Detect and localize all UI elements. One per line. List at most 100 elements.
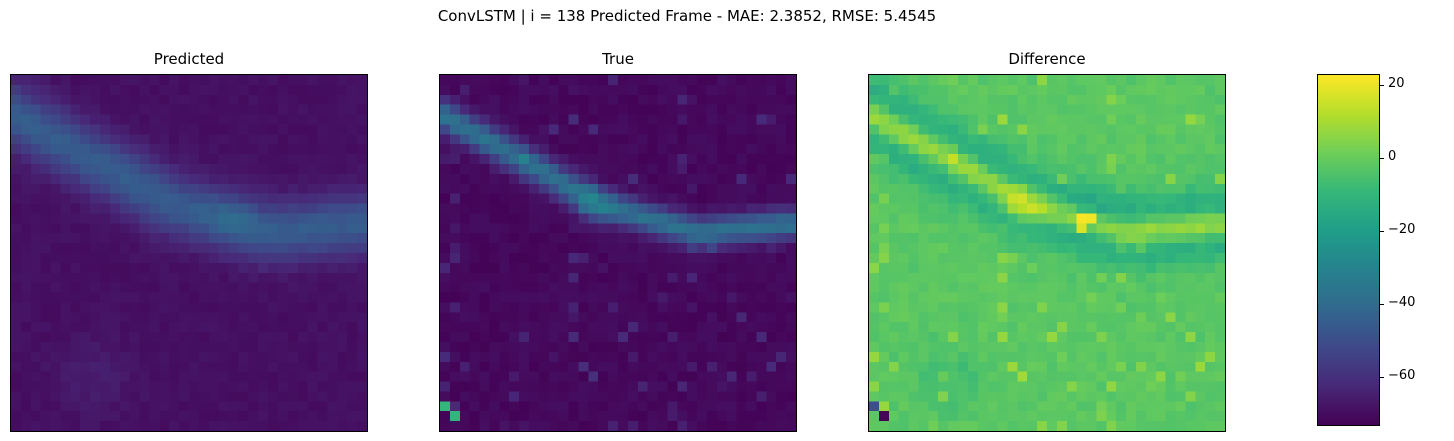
true-cell (756, 164, 767, 175)
true-cell (538, 272, 549, 283)
predicted-cell (248, 164, 259, 175)
true-cell (736, 342, 747, 353)
true-cell (479, 282, 490, 293)
difference-cell (878, 391, 889, 402)
predicted-cell (337, 371, 348, 382)
true-cell (479, 371, 490, 382)
true-cell (618, 104, 629, 115)
predicted-cell (100, 342, 111, 353)
predicted-cell (317, 342, 328, 353)
difference-cell (1096, 233, 1107, 244)
true-cell (538, 292, 549, 303)
difference-cell (1027, 262, 1038, 273)
predicted-cell (80, 84, 91, 95)
difference-cell (1047, 173, 1058, 184)
predicted-cell (347, 84, 358, 95)
predicted-cell (70, 391, 81, 402)
difference-cell (908, 243, 919, 254)
true-cell (479, 411, 490, 422)
true-cell (459, 391, 470, 402)
true-cell (716, 203, 727, 214)
difference-cell (1185, 233, 1196, 244)
true-cell (746, 272, 757, 283)
difference-cell (1106, 183, 1117, 194)
difference-cell (1185, 164, 1196, 175)
true-cell (716, 371, 727, 382)
difference-cell (1017, 262, 1028, 273)
true-cell (489, 154, 500, 165)
predicted-cell (50, 411, 61, 422)
difference-cell (898, 183, 909, 194)
predicted-cell (307, 94, 318, 105)
true-cell (469, 381, 480, 392)
difference-cell (1037, 154, 1048, 165)
predicted-cell (189, 253, 200, 264)
true-cell (618, 213, 629, 224)
predicted-cell (357, 164, 367, 175)
predicted-cell (20, 223, 31, 234)
difference-cell (1116, 401, 1127, 412)
difference-cell (1205, 351, 1216, 362)
difference-cell (1027, 302, 1038, 313)
predicted-cell (139, 243, 150, 254)
true-cell (440, 332, 451, 343)
difference-cell (1155, 262, 1166, 273)
difference-cell (1056, 173, 1067, 184)
colorbar-segment (1318, 137, 1379, 140)
true-cell (538, 391, 549, 402)
true-cell (766, 262, 777, 273)
true-cell (449, 144, 460, 155)
true-cell (449, 183, 460, 194)
predicted-cell (287, 193, 298, 204)
true-cell (657, 253, 668, 264)
difference-cell (1027, 243, 1038, 254)
difference-cell (948, 243, 959, 254)
predicted-cell (119, 322, 130, 333)
true-cell (766, 243, 777, 254)
difference-cell (938, 253, 949, 264)
true-cell (716, 213, 727, 224)
predicted-cell (119, 193, 130, 204)
predicted-cell (40, 223, 51, 234)
true-cell (776, 144, 787, 155)
difference-cell (928, 213, 939, 224)
difference-cell (1126, 173, 1137, 184)
colorbar-segment (1318, 105, 1379, 108)
true-cell (786, 183, 796, 194)
predicted-cell (40, 381, 51, 392)
true-cell (687, 312, 698, 323)
predicted-cell (11, 173, 22, 184)
difference-cell (948, 391, 959, 402)
difference-cell (967, 124, 978, 135)
true-cell (479, 233, 490, 244)
true-cell (707, 243, 718, 254)
predicted-cell (208, 144, 219, 155)
true-cell (677, 243, 688, 254)
predicted-cell (357, 203, 367, 214)
difference-cell (928, 332, 939, 343)
predicted-cell (70, 114, 81, 125)
difference-cell (1175, 332, 1186, 343)
true-cell (519, 144, 530, 155)
difference-cell (869, 233, 880, 244)
difference-cell (888, 114, 899, 125)
true-cell (588, 351, 599, 362)
difference-cell (1076, 302, 1087, 313)
difference-cell (1047, 421, 1058, 431)
difference-cell (1155, 134, 1166, 145)
difference-cell (888, 124, 899, 135)
difference-cell (928, 104, 939, 115)
predicted-cell (208, 253, 219, 264)
predicted-cell (307, 114, 318, 125)
difference-cell (928, 134, 939, 145)
colorbar-segment (1318, 207, 1379, 210)
difference-cell (908, 114, 919, 125)
predicted-cell (307, 262, 318, 273)
true-cell (489, 361, 500, 372)
predicted-cell (139, 411, 150, 422)
colorbar-segment (1318, 175, 1379, 178)
predicted-cell (228, 302, 239, 313)
true-cell (529, 213, 540, 224)
difference-cell (1106, 243, 1117, 254)
predicted-cell (100, 391, 111, 402)
